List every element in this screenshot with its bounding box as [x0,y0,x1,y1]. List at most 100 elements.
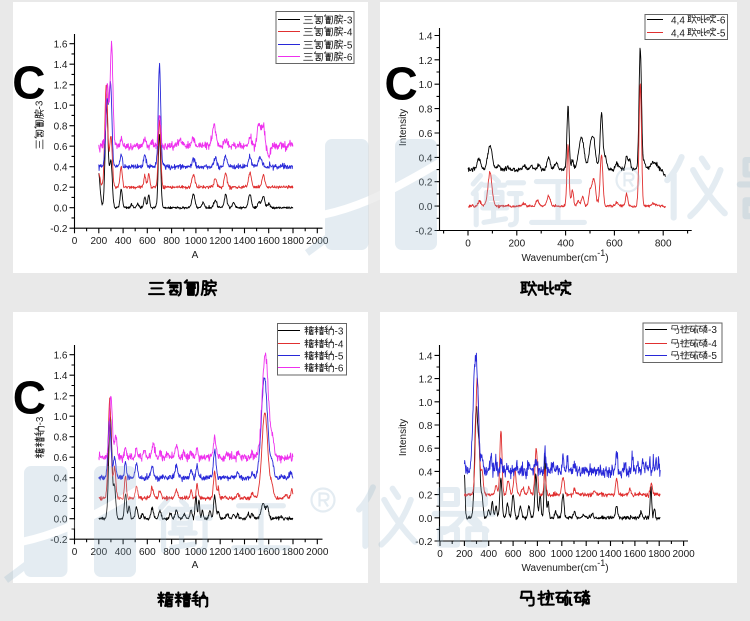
svg-text:Intensity: Intensity [398,109,409,146]
svg-text:200: 200 [508,239,525,250]
svg-text:0.0: 0.0 [419,514,433,525]
svg-text:1400: 1400 [233,547,256,558]
svg-text:1000: 1000 [185,547,208,558]
svg-text:-6: -6 [344,52,353,63]
svg-text:1600: 1600 [258,547,281,558]
svg-text:0.6: 0.6 [419,129,433,140]
svg-text:600: 600 [139,547,156,558]
svg-text:C: C [12,57,45,109]
svg-text:0.2: 0.2 [54,183,68,194]
svg-text:1800: 1800 [282,236,305,247]
svg-text:1.0: 1.0 [419,80,433,91]
svg-text:-3: -3 [708,325,717,336]
svg-text:0.2: 0.2 [54,494,68,505]
svg-text:1800: 1800 [282,547,305,558]
svg-text:-3: -3 [335,326,344,337]
svg-text:200: 200 [90,236,107,247]
svg-text:1200: 1200 [209,547,232,558]
svg-text:400: 400 [557,239,574,250]
svg-text:0.0: 0.0 [54,515,68,526]
svg-text:200: 200 [90,547,107,558]
svg-text:0.4: 0.4 [419,467,433,478]
svg-text:-4: -4 [344,27,353,38]
svg-text:0.6: 0.6 [54,453,68,464]
svg-text:1000: 1000 [551,549,574,560]
svg-text:600: 600 [505,549,522,560]
svg-text:A: A [192,560,199,571]
svg-text:-3: -3 [35,416,46,425]
svg-text:2000: 2000 [306,236,329,247]
svg-text:0.2: 0.2 [419,178,433,189]
svg-text:2000: 2000 [306,547,329,558]
svg-text:0.8: 0.8 [419,105,433,116]
svg-text:800: 800 [529,549,546,560]
svg-text:1.4: 1.4 [54,60,68,71]
svg-text:-5: -5 [708,351,717,362]
svg-text:1.2: 1.2 [419,56,433,67]
svg-text:-0.2: -0.2 [50,224,68,235]
svg-text:0: 0 [437,549,443,560]
svg-text:1.2: 1.2 [54,81,68,92]
svg-text:0.2: 0.2 [419,491,433,502]
svg-text:0.4: 0.4 [54,474,68,485]
svg-text:-5: -5 [717,28,726,39]
svg-text:0: 0 [72,547,78,558]
svg-text:-4: -4 [708,339,717,350]
svg-text:0.4: 0.4 [54,163,68,174]
svg-text:1.0: 1.0 [54,412,68,423]
svg-text:400: 400 [480,549,497,560]
svg-text:1800: 1800 [648,549,671,560]
svg-text:1.0: 1.0 [419,398,433,409]
svg-text:-5: -5 [344,40,353,51]
svg-text:4,4: 4,4 [671,28,685,39]
svg-text:2000: 2000 [672,549,695,560]
svg-text:1.6: 1.6 [54,351,68,362]
svg-text:C: C [385,57,418,109]
svg-text:1600: 1600 [258,236,281,247]
svg-text:4,4: 4,4 [671,15,685,26]
svg-text:-0.2: -0.2 [415,227,433,238]
svg-text:1.4: 1.4 [54,371,68,382]
svg-text:1.2: 1.2 [54,392,68,403]
svg-text:-0.2: -0.2 [50,535,68,546]
svg-text:1200: 1200 [209,236,232,247]
svg-text:400: 400 [115,236,132,247]
svg-text:-3: -3 [344,15,353,26]
svg-text:600: 600 [606,239,623,250]
svg-text:0: 0 [465,239,471,250]
svg-text:-4: -4 [335,339,344,350]
svg-text:C: C [13,372,46,424]
svg-text:1200: 1200 [575,549,598,560]
svg-text:0: 0 [72,236,78,247]
svg-text:800: 800 [163,236,180,247]
svg-text:1400: 1400 [599,549,622,560]
svg-text:A: A [192,250,199,261]
svg-text:-6: -6 [335,363,344,374]
svg-text:1.4: 1.4 [419,351,433,362]
svg-text:400: 400 [115,547,132,558]
svg-text:600: 600 [139,236,156,247]
svg-text:Intensity: Intensity [398,419,409,456]
svg-text:-5: -5 [335,351,344,362]
svg-text:1000: 1000 [185,236,208,247]
svg-text:1.4: 1.4 [419,32,433,43]
svg-text:0.6: 0.6 [54,142,68,153]
svg-text:0.8: 0.8 [54,122,68,133]
svg-text:1400: 1400 [233,236,256,247]
svg-text:0.0: 0.0 [419,202,433,213]
svg-text:-0.2: -0.2 [415,537,433,548]
svg-text:0.8: 0.8 [419,421,433,432]
svg-text:1.0: 1.0 [54,101,68,112]
svg-text:0.0: 0.0 [54,204,68,215]
svg-text:1.6: 1.6 [54,40,68,51]
svg-text:0.8: 0.8 [54,433,68,444]
svg-text:-3: -3 [35,100,46,109]
svg-text:800: 800 [655,239,672,250]
svg-text:200: 200 [456,549,473,560]
svg-text:800: 800 [163,547,180,558]
svg-text:-6: -6 [717,15,726,26]
svg-text:1600: 1600 [624,549,647,560]
svg-text:0.4: 0.4 [419,153,433,164]
svg-text:1.2: 1.2 [419,375,433,386]
svg-text:0.6: 0.6 [419,444,433,455]
